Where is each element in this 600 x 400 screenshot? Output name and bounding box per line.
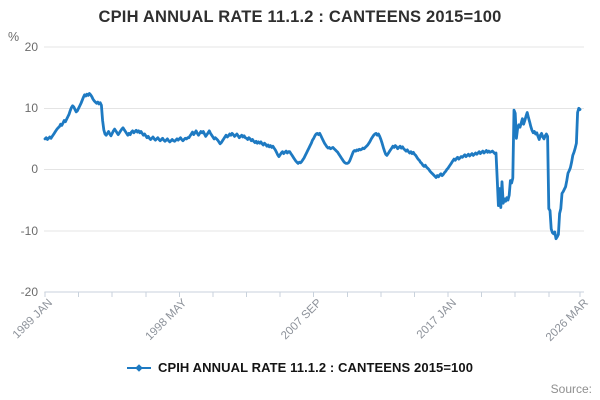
legend-line-marker-icon — [126, 363, 151, 372]
y-axis-tick-label: 20 — [24, 40, 38, 54]
chart-title: CPIH ANNUAL RATE 11.1.2 : CANTEENS 2015=… — [98, 8, 502, 26]
y-axis-tick-label: 0 — [31, 162, 38, 176]
source-label: Source: — [550, 382, 592, 396]
y-axis-tick-label: -10 — [20, 224, 38, 238]
y-axis-tick-label: 10 — [24, 101, 38, 115]
y-axis-tick-label: -20 — [20, 285, 38, 299]
y-axis-unit-label: % — [8, 30, 20, 44]
legend-label: CPIH ANNUAL RATE 11.1.2 : CANTEENS 2015=… — [157, 360, 474, 375]
legend-item[interactable]: CPIH ANNUAL RATE 11.1.2 : CANTEENS 2015=… — [0, 360, 600, 375]
